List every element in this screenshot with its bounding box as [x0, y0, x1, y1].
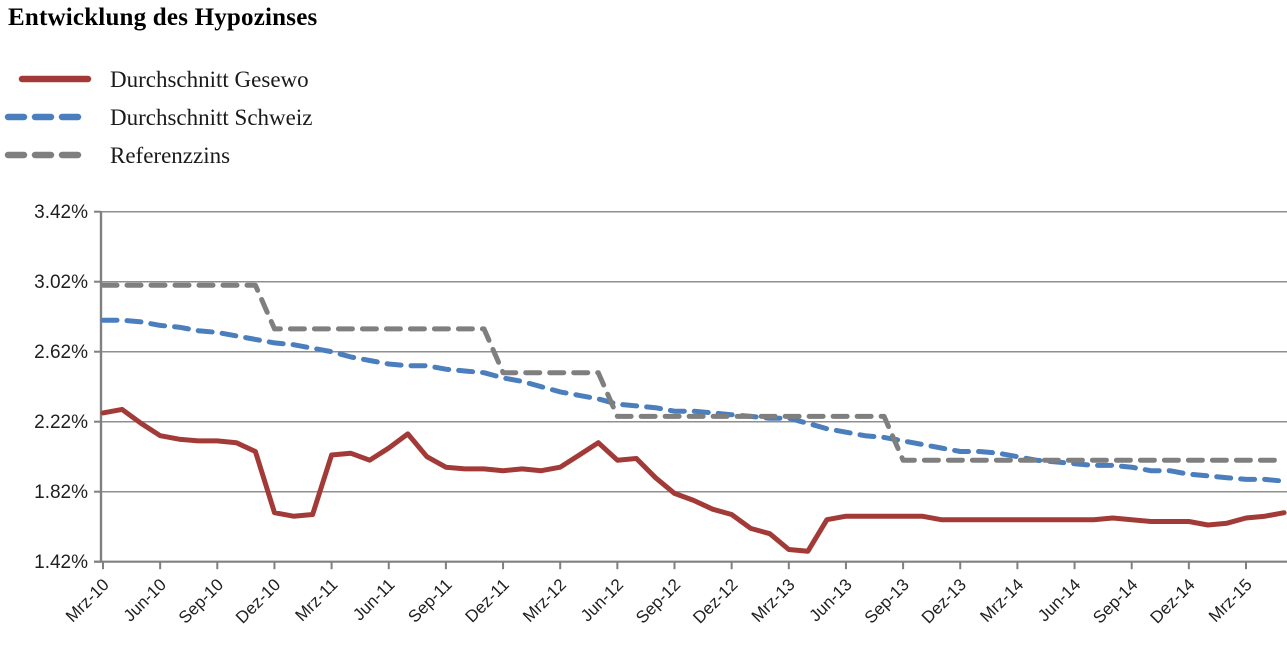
legend-line-swatch	[4, 151, 92, 159]
chart-title: Entwicklung des Hypozinses	[8, 4, 318, 31]
legend-item: Durchschnitt Gesewo	[0, 60, 312, 98]
x-tick-label: Sep-12	[632, 575, 684, 627]
x-tick-label: Jun-14	[1034, 575, 1084, 625]
y-tick-label: 3.42%	[34, 202, 88, 223]
legend-line-swatch	[18, 75, 92, 83]
x-tick-label: Dez-12	[689, 575, 741, 627]
x-tick-label: Jun-13	[806, 575, 856, 625]
series-line-durchschnitt-schweiz	[100, 317, 1287, 484]
x-tick-label: Sep-11	[404, 575, 455, 626]
x-tick-label: Mrz-12	[519, 575, 570, 626]
x-tick-label: Dez-13	[918, 575, 970, 627]
legend-line-swatch	[4, 113, 92, 121]
y-tick-label: 2.62%	[34, 342, 88, 363]
x-tick-label: Mrz-13	[748, 575, 799, 626]
series-line-durchschnitt-gesewo	[100, 406, 1287, 554]
x-tick-label: Jun-10	[120, 575, 170, 625]
y-tick-label: 1.82%	[34, 482, 88, 503]
x-tick-label: Sep-13	[861, 575, 913, 627]
x-tick-label: Mrz-11	[291, 575, 341, 625]
x-tick-label: Mrz-10	[62, 575, 113, 626]
y-tick-label: 1.42%	[34, 552, 88, 573]
legend: Durchschnitt Gesewo Durchschnitt Schweiz R…	[0, 60, 312, 174]
legend-label: Durchschnitt Gesewo	[110, 66, 309, 92]
x-tick-label: Sep-14	[1089, 575, 1141, 627]
legend-label: Durchschnitt Schweiz	[110, 104, 313, 130]
x-tick-label: Jun-12	[577, 575, 627, 625]
legend-label: Referenzzins	[110, 142, 231, 168]
x-tick-label: Dez-14	[1146, 575, 1198, 627]
y-tick-label: 2.22%	[34, 412, 88, 433]
y-tick-label: 3.02%	[34, 272, 88, 293]
x-tick-label: Sep-10	[175, 575, 227, 627]
x-tick-label: Dez-10	[232, 575, 284, 627]
x-tick-label: Dez-11	[462, 575, 513, 626]
legend-item: Durchschnitt Schweiz	[0, 98, 312, 136]
x-tick-label: Jun-11	[349, 575, 398, 624]
x-tick-label: Mrz-14	[976, 575, 1027, 626]
x-tick-label: Mrz-15	[1205, 575, 1256, 626]
legend-item: Referenzzins	[0, 136, 312, 174]
series-line-referenzzins	[100, 282, 1287, 463]
